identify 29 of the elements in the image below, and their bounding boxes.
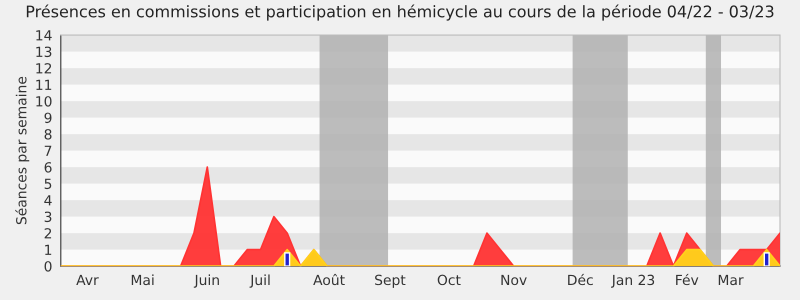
y-tick-label: 10 [36, 96, 52, 107]
x-tick-label: Juil [250, 274, 270, 288]
y-tick-label: 2 [44, 228, 52, 238]
x-tick-label: Déc [568, 274, 593, 286]
x-tick-label: Jan 23 [611, 274, 654, 288]
x-tick-label: Fév [676, 274, 698, 286]
y-tick-label: 9 [44, 112, 52, 124]
y-tick-label: 13 [36, 46, 52, 58]
x-tick-label: Sept [375, 274, 406, 288]
y-tick-label: 7 [44, 146, 52, 156]
chart-title: Présences en commissions et participation en hémicycle au cours de la période 04/22 - 03/23 [26, 4, 774, 21]
x-tick-label: Août [313, 274, 345, 286]
y-tick-label: 8 [44, 129, 52, 140]
x-tick-label: Juin [194, 274, 219, 288]
y-tick-label: 6 [44, 162, 52, 173]
y-tick-label: 11 [36, 80, 52, 90]
x-tick-label: Mar [718, 274, 744, 286]
y-tick-label: 12 [36, 63, 52, 74]
x-tick-label: Mai [132, 274, 154, 286]
y-tick-label: 0 [44, 261, 52, 272]
x-tick-label: Oct [438, 274, 461, 286]
y-tick-label: 4 [44, 195, 52, 206]
y-axis-title: Séances par semaine [15, 76, 30, 224]
y-tick-label: 14 [36, 30, 52, 40]
y-tick-label: 3 [44, 212, 52, 222]
x-tick-label: Nov [501, 274, 527, 286]
y-tick-label: 1 [45, 244, 52, 255]
x-tick-label: Avr [76, 274, 99, 285]
y-tick-label: 5 [44, 178, 52, 190]
